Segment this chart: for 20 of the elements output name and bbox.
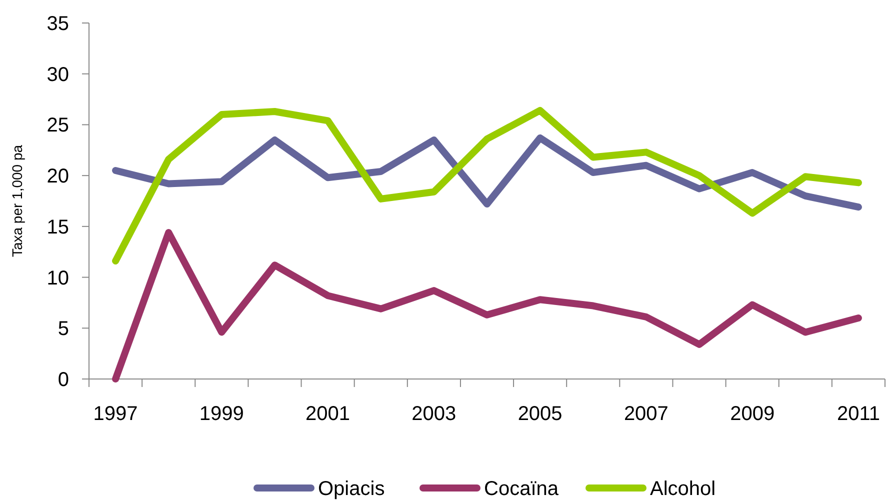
y-tick-label: 30 [46, 64, 69, 86]
x-tick-label: 2009 [730, 403, 775, 425]
x-tick-label: 2007 [624, 403, 668, 425]
legend-label: Alcohol [650, 478, 716, 500]
x-tick-label: 1997 [93, 403, 138, 425]
y-tick-label: 0 [58, 369, 69, 391]
x-tick-label: 2011 [836, 403, 880, 425]
y-tick-label: 25 [46, 114, 69, 137]
y-tick-label: 5 [58, 318, 69, 340]
x-tick-label: 2005 [518, 403, 562, 425]
x-tick-label: 1999 [199, 403, 244, 425]
x-tick-label: 2001 [306, 403, 350, 425]
y-tick-label: 15 [46, 216, 69, 238]
x-tick-label: 2003 [412, 403, 456, 425]
y-tick-label: 10 [46, 267, 69, 290]
y-tick-label: 20 [46, 166, 69, 188]
y-tick-label: 35 [46, 13, 69, 35]
legend-label: Cocaïna [484, 478, 560, 500]
y-axis-title: Taxa per 1,000 pa [9, 144, 25, 258]
legend-label: Opiacis [318, 478, 385, 500]
